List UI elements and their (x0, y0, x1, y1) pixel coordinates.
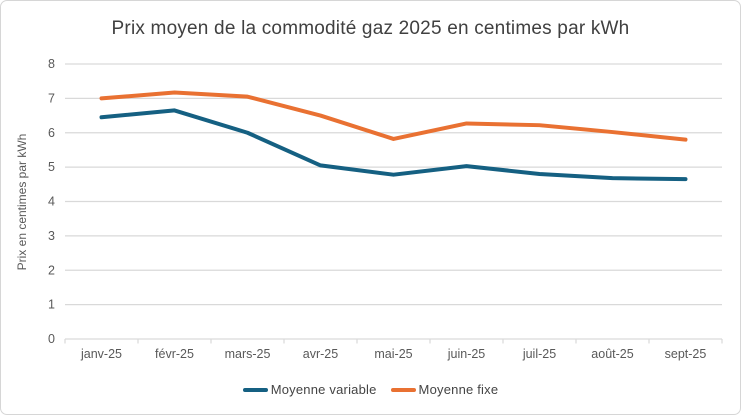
legend-label-moyenne-fixe: Moyenne fixe (418, 382, 499, 397)
series-line-moyenne-fixe (99, 90, 688, 142)
legend: Moyenne variable Moyenne fixe (1, 382, 740, 397)
y-tick-label: 2 (48, 263, 55, 277)
y-tick-label: 1 (48, 298, 55, 312)
legend-label-moyenne-variable: Moyenne variable (270, 382, 377, 397)
line-swatch-moyenne-fixe (390, 387, 416, 392)
x-tick-label: mars-25 (225, 347, 271, 361)
y-tick-label: 3 (48, 229, 55, 243)
y-tick-label: 6 (48, 126, 55, 140)
x-tick-label: avr-25 (303, 347, 338, 361)
x-tick-label: août-25 (591, 347, 633, 361)
chart-title: Prix moyen de la commodité gaz 2025 en c… (111, 18, 630, 39)
x-tick-label: févr-25 (155, 347, 194, 361)
y-tick-label: 7 (48, 91, 55, 105)
x-tick-label: mai-25 (374, 347, 412, 361)
x-tick-label: juil-25 (522, 347, 556, 361)
x-tick-label: sept-25 (665, 347, 707, 361)
legend-item-moyenne-fixe: Moyenne fixe (390, 382, 499, 397)
y-tick-label: 5 (48, 160, 55, 174)
legend-item-moyenne-variable: Moyenne variable (242, 382, 377, 397)
y-tick-label: 0 (48, 332, 55, 346)
y-tick-label: 4 (48, 195, 55, 209)
y-tick-label: 8 (48, 57, 55, 71)
series-line-moyenne-variable (99, 108, 688, 182)
line-swatch-moyenne-variable (242, 387, 268, 392)
x-tick-label: janv-25 (80, 347, 122, 361)
x-tick-label: juin-25 (447, 347, 486, 361)
